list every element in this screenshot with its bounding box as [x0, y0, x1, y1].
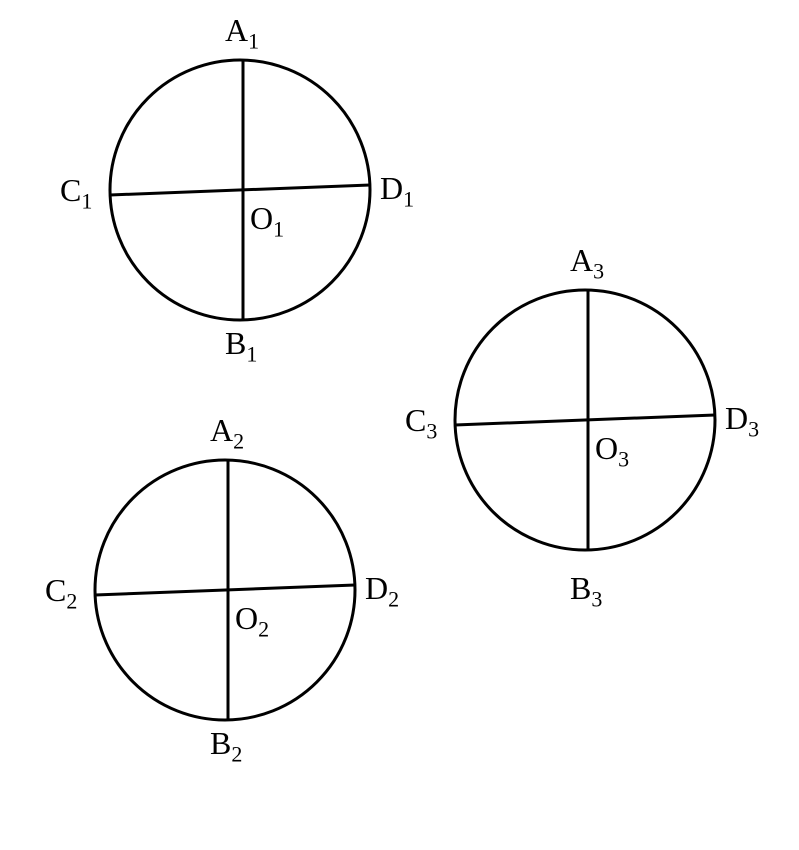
label-a3: A3 [570, 242, 604, 284]
label-d1: D1 [380, 170, 414, 212]
label-o3: O3 [595, 430, 629, 472]
label-d3: D3 [725, 400, 759, 442]
label-o2: O2 [235, 600, 269, 642]
label-b1: B1 [225, 325, 257, 367]
geometry-diagram: A1 B1 C1 D1 O1 A2 B2 C2 D2 O2 A3 B3 C3 D… [0, 0, 799, 845]
label-a1: A1 [225, 12, 259, 54]
label-d2: D2 [365, 570, 399, 612]
label-c1: C1 [60, 172, 92, 214]
label-o1: O1 [250, 200, 284, 242]
label-c3: C3 [405, 402, 437, 444]
diagram-svg [0, 0, 799, 845]
circle-1-horizontal-diameter [110, 185, 370, 195]
circle-2-horizontal-diameter [95, 585, 355, 595]
label-b3: B3 [570, 570, 602, 612]
label-b2: B2 [210, 725, 242, 767]
label-a2: A2 [210, 412, 244, 454]
label-c2: C2 [45, 572, 77, 614]
circle-3-horizontal-diameter [455, 415, 715, 425]
